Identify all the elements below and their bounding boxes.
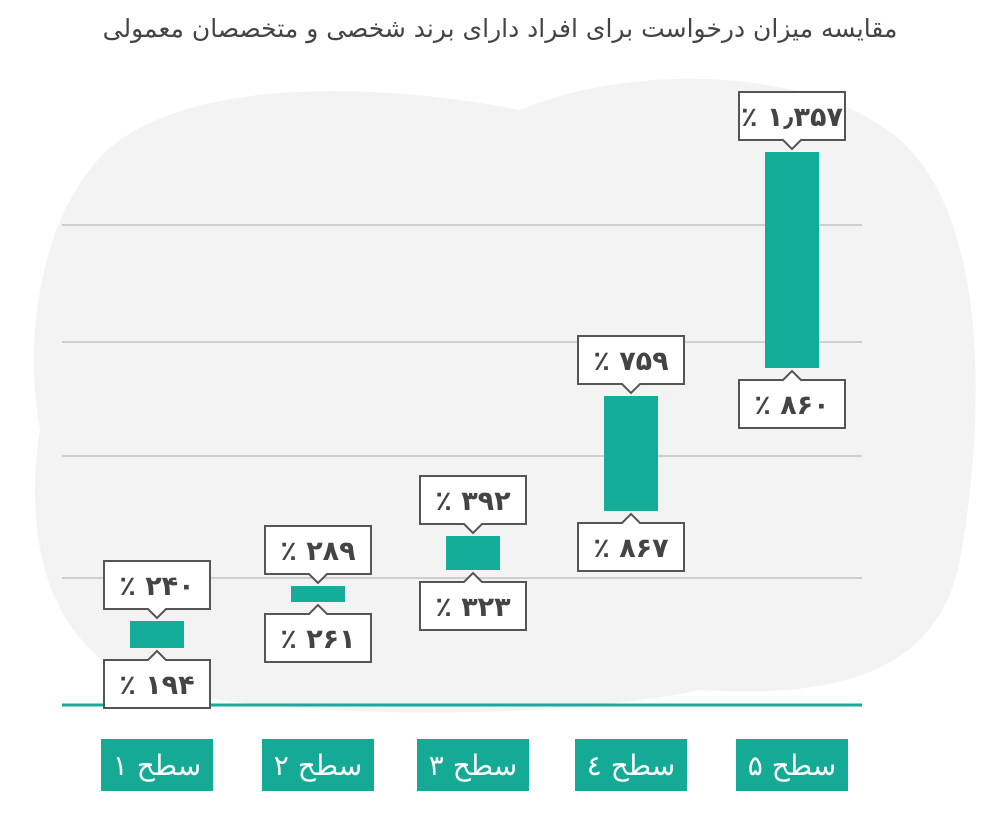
low-label-2-text: ٪ ۲۶۱ bbox=[280, 624, 355, 655]
low-label-4: ٪ ۸۶۷ bbox=[577, 512, 685, 572]
low-label-5-text: ٪ ۸۶۰ bbox=[754, 390, 829, 421]
category-label-3: سطح ۳ bbox=[417, 739, 529, 791]
category-box-1 bbox=[101, 739, 213, 791]
category-box-3 bbox=[417, 739, 529, 791]
high-label-5-box bbox=[738, 91, 846, 151]
chart-title: مقایسه میزان درخواست برای افراد دارای بر… bbox=[102, 14, 898, 43]
bar-level-2 bbox=[291, 586, 345, 602]
high-label-5-text: ٪ ۱٫۳۵۷ bbox=[741, 102, 843, 133]
low-label-2: ٪ ۲۶۱ bbox=[264, 603, 372, 663]
low-label-1-text: ٪ ۱۹۴ bbox=[119, 670, 194, 701]
category-text-1: سطح ۱ bbox=[113, 749, 201, 782]
category-text-4: سطح ٤ bbox=[587, 749, 675, 782]
category-label-2: سطح ۲ bbox=[262, 739, 374, 791]
low-label-2-box bbox=[264, 603, 372, 663]
category-box-4 bbox=[575, 739, 687, 791]
category-box-5 bbox=[736, 739, 848, 791]
high-label-1-box bbox=[103, 560, 211, 620]
category-box-2 bbox=[262, 739, 374, 791]
low-label-3-box bbox=[419, 571, 527, 631]
high-label-5: ٪ ۱٫۳۵۷ bbox=[738, 91, 846, 151]
category-label-4: سطح ٤ bbox=[575, 739, 687, 791]
high-label-2-box bbox=[264, 525, 372, 585]
category-text-2: سطح ۲ bbox=[274, 749, 362, 782]
high-label-1: ٪ ۲۴۰ bbox=[103, 560, 211, 620]
category-text-3: سطح ۳ bbox=[429, 749, 517, 782]
category-label-5: سطح ۵ bbox=[736, 739, 848, 791]
bar-level-5 bbox=[765, 152, 819, 368]
bar-level-1 bbox=[130, 621, 184, 648]
high-label-4-box bbox=[577, 335, 685, 395]
high-label-3-box bbox=[419, 475, 527, 535]
bar-level-4 bbox=[604, 396, 658, 511]
high-label-3-text: ٪ ۳۹۲ bbox=[435, 486, 511, 517]
low-label-4-box bbox=[577, 512, 685, 572]
high-label-1-text: ٪ ۲۴۰ bbox=[119, 571, 194, 602]
high-label-2: ٪ ۲۸۹ bbox=[264, 525, 372, 585]
category-text-5: سطح ۵ bbox=[748, 749, 836, 782]
low-label-1: ٪ ۱۹۴ bbox=[103, 649, 211, 709]
high-label-4-text: ٪ ۷۵۹ bbox=[593, 346, 668, 377]
low-label-4-text: ٪ ۸۶۷ bbox=[593, 533, 669, 564]
low-label-5: ٪ ۸۶۰ bbox=[738, 369, 846, 429]
low-label-5-box bbox=[738, 369, 846, 429]
low-label-3-text: ٪ ۳۲۳ bbox=[435, 592, 511, 623]
low-label-3: ٪ ۳۲۳ bbox=[419, 571, 527, 631]
category-label-1: سطح ۱ bbox=[101, 739, 213, 791]
bar-level-3 bbox=[446, 536, 500, 570]
high-label-2-text: ٪ ۲۸۹ bbox=[280, 536, 355, 567]
low-label-1-box bbox=[103, 649, 211, 709]
high-label-4: ٪ ۷۵۹ bbox=[577, 335, 685, 395]
high-label-3: ٪ ۳۹۲ bbox=[419, 475, 527, 535]
